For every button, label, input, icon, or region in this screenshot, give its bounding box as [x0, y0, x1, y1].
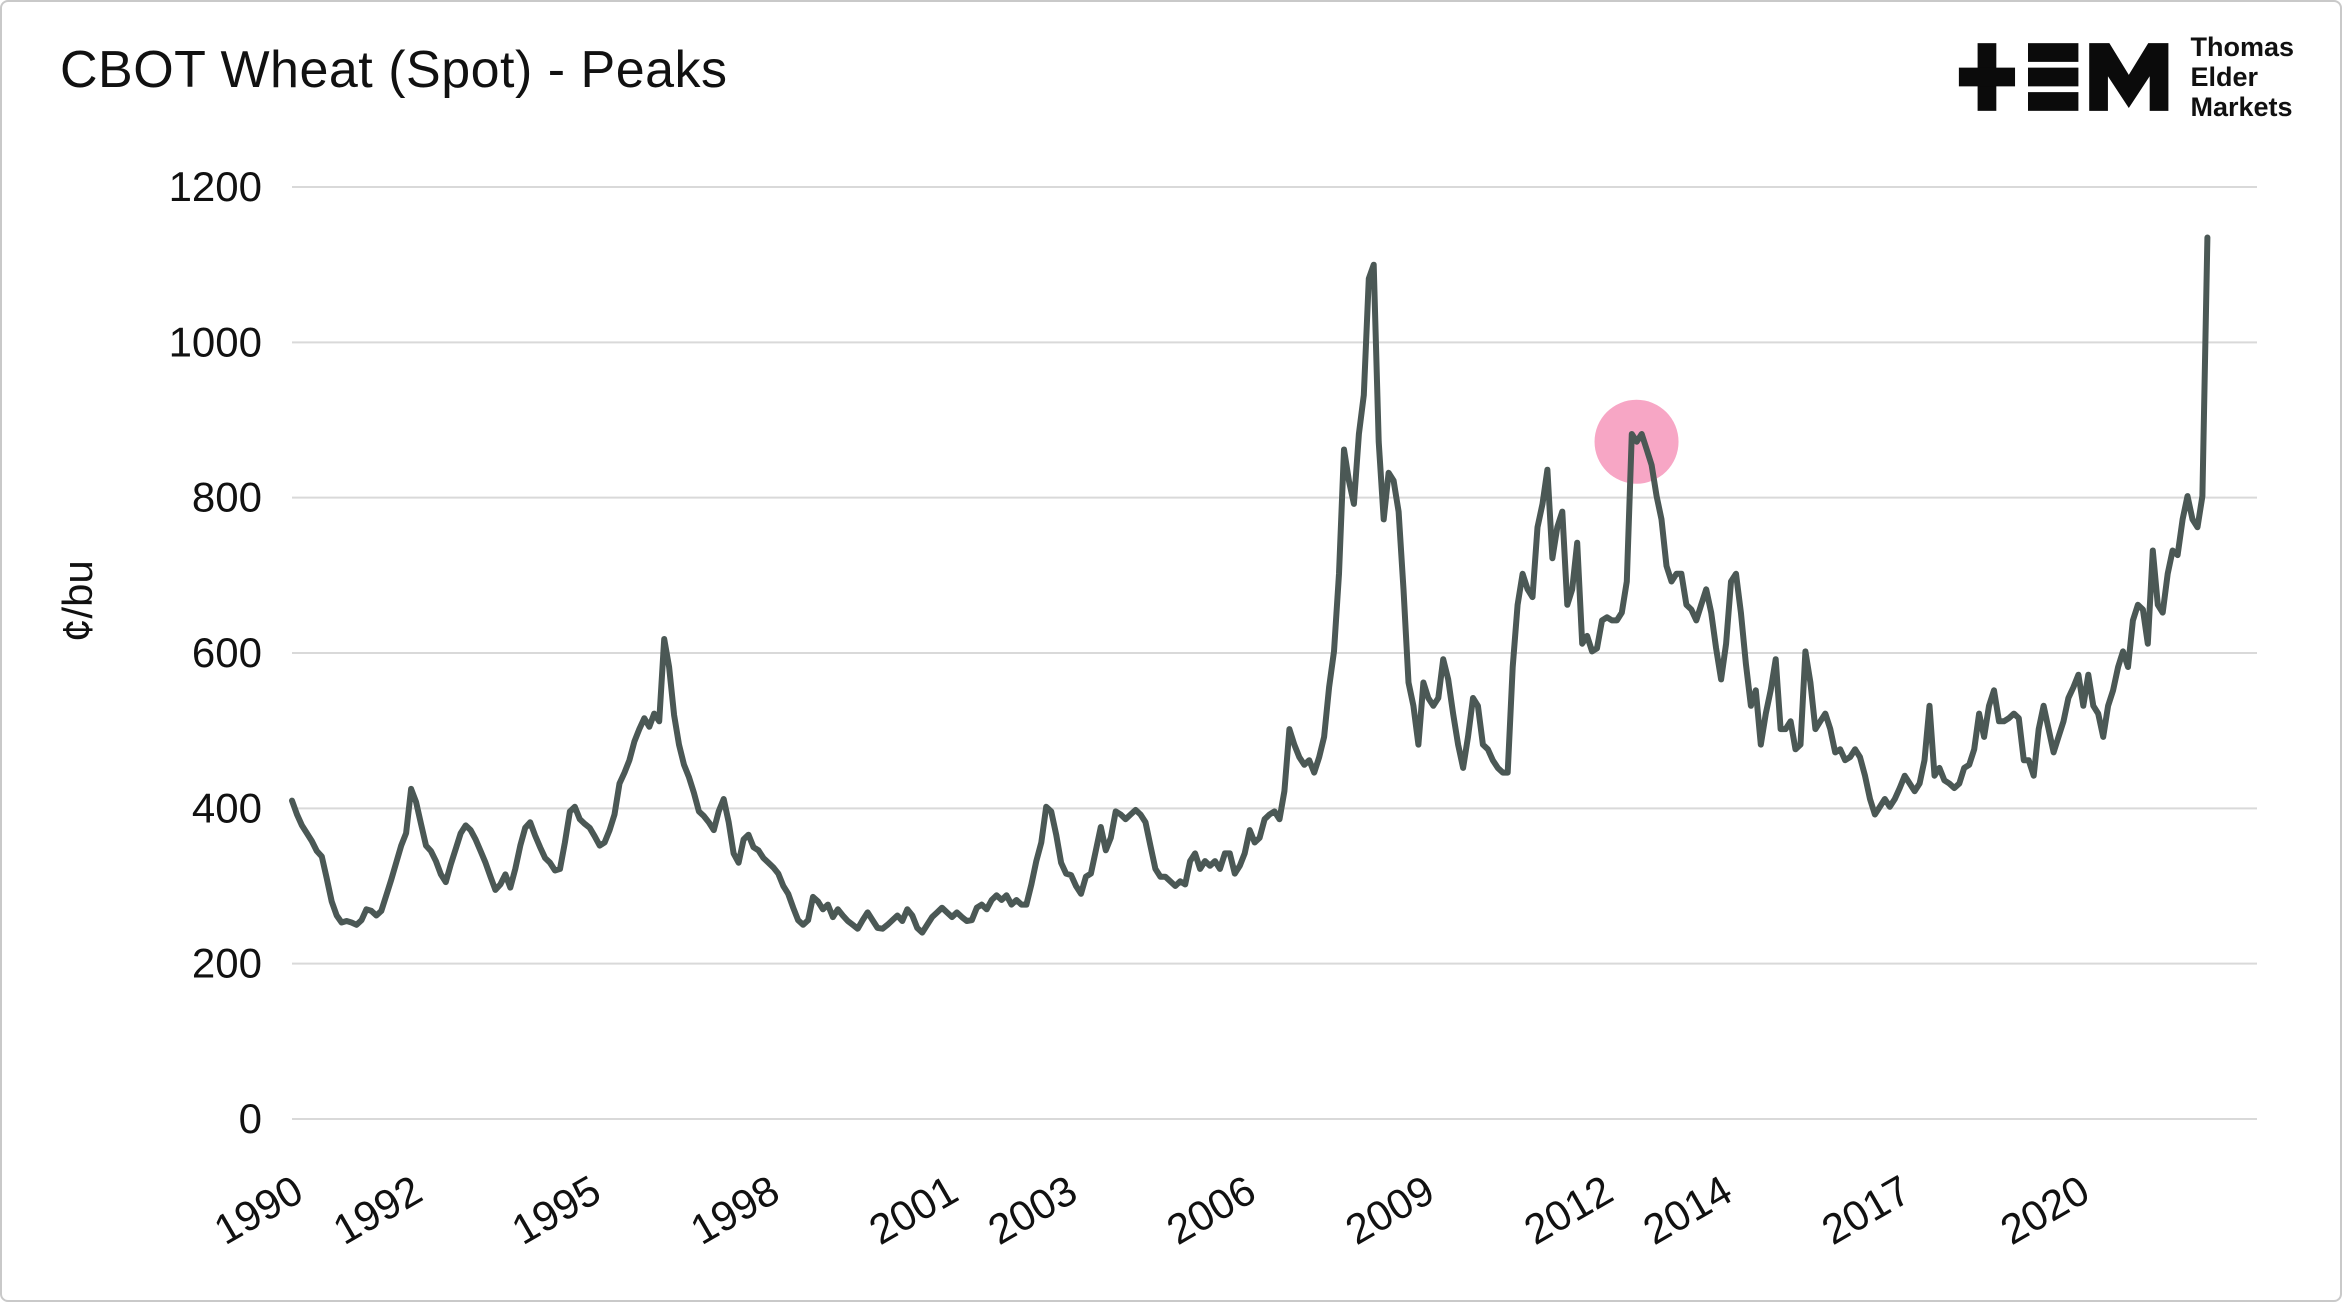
x-tick-label: 2014 — [1635, 1166, 1739, 1253]
y-tick-label: 200 — [192, 940, 262, 987]
x-tick-label: 2006 — [1159, 1166, 1263, 1253]
tem-logo: Thomas Elder Markets — [1956, 32, 2294, 123]
plus-icon — [1959, 43, 2016, 112]
logo-line-2: Elder — [2190, 62, 2258, 93]
x-tick-label: 2017 — [1814, 1166, 1918, 1253]
chart-title: CBOT Wheat (Spot) - Peaks — [60, 41, 728, 99]
tem-logo-mark — [1959, 43, 2169, 112]
y-tick-label: 800 — [192, 474, 262, 521]
logo-line-1: Thomas — [2190, 32, 2294, 62]
triple-bar-icon — [2028, 43, 2079, 112]
x-tick-label: 2020 — [1992, 1166, 2096, 1253]
x-tick-label: 2009 — [1337, 1166, 1441, 1253]
price-line — [289, 234, 2211, 936]
x-tick-label: 2012 — [1516, 1166, 1620, 1253]
x-tick-label: 1998 — [682, 1166, 786, 1253]
logo-line-3: Markets — [2190, 92, 2293, 123]
y-tick-label: 1200 — [169, 163, 262, 210]
x-tick-label: 2001 — [861, 1166, 965, 1253]
y-tick-label: 400 — [192, 784, 262, 831]
y-tick-label: 600 — [192, 629, 262, 676]
y-tick-label: 1000 — [169, 318, 262, 365]
x-tick-label: 1992 — [325, 1166, 429, 1253]
tem-logo-text: Thomas Elder Markets — [2190, 32, 2294, 123]
y-tick-label: 0 — [239, 1095, 262, 1142]
x-tick-label: 1995 — [504, 1166, 608, 1253]
m-glyph-icon — [2089, 43, 2169, 112]
x-tick-label: 2003 — [980, 1166, 1084, 1253]
x-tick-label: 1990 — [206, 1166, 310, 1253]
